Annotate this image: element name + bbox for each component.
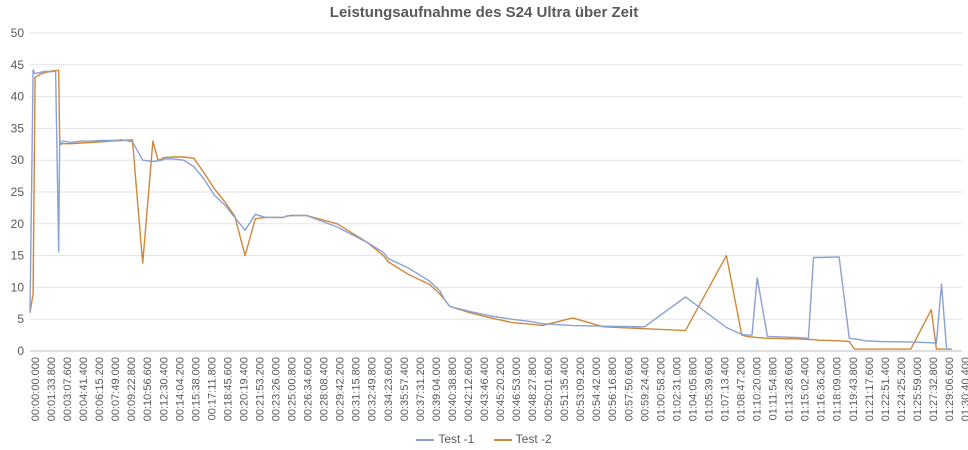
series-line-test2 [29,69,952,350]
x-tick-label: 01:08:47.200 [736,357,748,421]
x-tick-label: 01:07:13.400 [720,357,732,421]
y-tick-label: 15 [11,249,25,263]
x-tick-label: 00:10:56.600 [142,357,154,421]
x-tick-label: 00:06:15.200 [94,357,106,421]
y-axis: 0 5 10 15 20 25 30 35 40 45 50 [11,26,25,358]
x-axis: 00:00:00.000 00:01:33.800 00:03:07.600 00:0… [30,357,968,421]
x-tick-label: 01:16:36.200 [816,357,828,421]
legend-swatch-test2 [493,438,512,441]
x-tick-label: 01:05:39.600 [703,357,715,421]
y-tick-label: 30 [11,153,25,167]
x-tick-label: 00:35:57.400 [399,357,411,421]
x-tick-label: 00:45:20.200 [495,357,507,421]
x-tick-label: 00:53:09.200 [575,357,587,421]
x-tick-label: 00:25:00.800 [287,357,299,421]
y-tick-label: 50 [11,26,25,40]
x-tick-label: 00:21:53.200 [255,357,267,421]
x-tick-label: 01:30:40.400 [960,357,968,421]
y-tick-label: 5 [17,312,24,326]
x-tick-label: 00:43:46.400 [479,357,491,421]
x-tick-label: 01:11:54.800 [768,357,780,420]
x-tick-label: 00:07:49.000 [110,357,122,421]
x-tick-label: 01:18:09.000 [832,357,844,421]
x-tick-label: 00:29:42.200 [335,357,347,421]
x-tick-label: 00:28:08.400 [319,357,331,421]
x-tick-label: 01:25:59.000 [912,357,924,421]
y-tick-label: 40 [11,90,25,104]
x-tick-label: 01:22:51.400 [880,357,892,421]
x-tick-label: 00:56:16.800 [607,357,619,421]
series-line-test1 [29,69,952,350]
x-tick-label: 00:48:27.800 [527,357,539,421]
x-tick-label: 00:20:19.400 [238,357,250,421]
x-tick-label: 00:40:38.800 [447,357,459,421]
x-tick-label: 01:24:25.200 [896,357,908,421]
x-tick-label: 01:15:02.400 [800,357,812,421]
y-tick-label: 35 [11,121,25,135]
legend-label-test2: Test -2 [515,432,552,446]
x-tick-label: 00:37:31.200 [415,357,427,421]
x-tick-label: 01:29:06.600 [944,357,956,421]
legend-label-test1: Test -1 [438,432,475,446]
x-tick-label: 01:21:17.600 [864,357,876,421]
x-tick-label: 00:17:11.800 [206,357,218,420]
x-tick-label: 00:00:00.000 [30,357,42,421]
x-tick-label: 01:10:20.000 [752,357,764,421]
x-tick-label: 01:13:28.600 [784,357,796,421]
legend-item-test1: Test -1 [416,432,474,446]
legend-swatch-test1 [416,438,435,441]
x-tick-label: 01:27:32.800 [928,357,940,421]
x-tick-label: 00:03:07.600 [62,357,74,421]
x-tick-label: 01:00:58.200 [655,357,667,421]
x-tick-label: 00:39:04.000 [431,357,443,421]
x-tick-label: 00:01:33.800 [46,357,58,421]
plot-area [29,69,952,350]
x-tick-label: 00:09:22.800 [126,357,138,421]
x-tick-label: 00:42:12.600 [463,357,475,421]
y-tick-label: 0 [17,344,24,358]
y-tick-label: 45 [11,58,25,72]
x-tick-label: 00:23:26.000 [271,357,283,421]
x-tick-label: 00:54:42.000 [591,357,603,421]
y-tick-label: 20 [11,217,25,231]
x-tick-label: 01:19:43.800 [848,357,860,421]
grid-lines [30,32,962,352]
x-tick-label: 00:04:41.400 [78,357,90,421]
x-tick-label: 00:12:30.400 [158,357,170,421]
x-tick-label: 01:02:31.000 [671,357,683,421]
legend: Test -1 Test -2 [0,432,968,446]
x-tick-label: 01:04:05.800 [687,357,699,421]
x-tick-label: 00:31:15.800 [351,357,363,421]
x-tick-label: 00:34:23.600 [383,357,395,421]
x-tick-label: 00:26:34.600 [303,357,315,421]
y-tick-label: 25 [11,185,25,199]
x-tick-label: 00:50:01.600 [543,357,555,421]
x-tick-label: 00:15:38.000 [190,357,202,421]
x-tick-label: 00:57:50.600 [623,357,635,421]
x-tick-label: 00:46:53.000 [511,357,523,421]
y-tick-label: 10 [11,280,25,294]
x-tick-label: 00:14:04.200 [174,357,186,421]
x-tick-label: 00:51:35.400 [559,357,571,421]
x-tick-label: 00:59:24.400 [639,357,651,421]
legend-item-test2: Test -2 [493,432,552,446]
chart-title: Leistungsaufnahme des S24 Ultra über Zei… [329,4,639,21]
x-tick-label: 00:32:49.800 [367,357,379,421]
x-tick-label: 00:18:45.600 [222,357,234,421]
